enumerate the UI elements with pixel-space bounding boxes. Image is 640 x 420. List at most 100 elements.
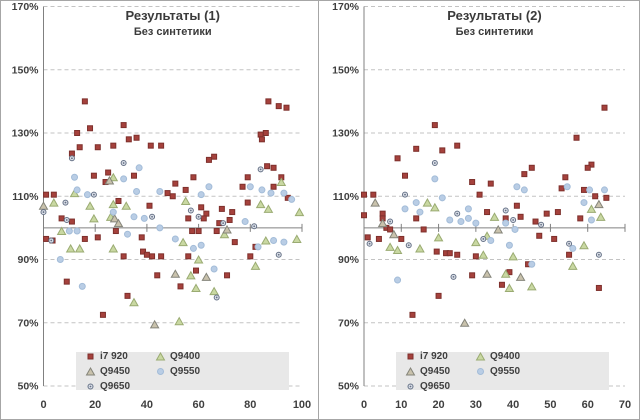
data-point-i7-920 <box>43 191 50 198</box>
legend-2: i7 920 Q9400 Q9450 Q9550 Q9650 <box>396 349 609 392</box>
data-point-i7-920 <box>413 145 420 152</box>
y-tick-label: 50% <box>338 381 360 393</box>
circle-blue-legend-marker-icon <box>157 367 164 375</box>
data-point-q9400 <box>422 198 433 207</box>
data-point-q9400 <box>385 242 395 251</box>
data-point-i7-920 <box>262 130 269 136</box>
legend-item-q9650: Q9650 <box>405 379 475 394</box>
data-point-i7-920 <box>169 193 176 200</box>
data-point-i7-920 <box>387 226 394 233</box>
data-point-i7-920 <box>398 235 405 242</box>
data-point-q9400 <box>433 232 444 242</box>
data-point-i7-920 <box>601 104 608 111</box>
data-point-q9400 <box>291 234 302 243</box>
data-point-i7-920 <box>68 218 75 225</box>
marker-center-dot <box>222 222 225 225</box>
circle-gray-legend-marker-icon <box>407 383 414 389</box>
data-point-i7-920 <box>50 191 57 198</box>
legend-item-q9450: Q9450 <box>405 364 475 379</box>
data-point-i7-920 <box>81 235 88 242</box>
data-point-i7-920 <box>147 142 154 149</box>
data-point-q9450 <box>149 319 160 329</box>
data-point-q9450 <box>201 272 212 281</box>
data-point-i7-920 <box>454 251 461 258</box>
marker-center-dot <box>277 253 280 256</box>
data-point-i7-920 <box>87 125 94 132</box>
data-point-q9400 <box>595 212 606 221</box>
data-point-q9550 <box>511 225 519 233</box>
data-point-q9550 <box>528 260 536 268</box>
triangle-green-legend-marker-icon <box>155 351 166 361</box>
chart-panel-1: Результаты (1) Без синтетики 170% 150% 130… <box>1 1 319 419</box>
data-point-q9400 <box>48 198 59 207</box>
marker-center-dot <box>504 209 507 212</box>
data-point-i7-920 <box>375 235 382 242</box>
data-point-i7-920 <box>149 253 156 260</box>
data-point-q9400 <box>56 226 67 236</box>
data-point-i7-920 <box>595 284 602 291</box>
y-tick-label: 110% <box>12 191 39 203</box>
data-point-q9550 <box>120 175 128 183</box>
data-point-i7-920 <box>185 215 192 222</box>
data-point-i7-920 <box>543 210 550 217</box>
data-point-q9550 <box>73 227 81 235</box>
data-point-q9550 <box>205 183 213 191</box>
legend-item-label: i7 920 <box>100 350 128 362</box>
data-point-q9400 <box>65 243 76 253</box>
data-point-i7-920 <box>409 311 416 318</box>
data-point-q9400 <box>108 199 119 209</box>
data-point-q9400 <box>478 250 489 259</box>
y-tick-label: 70% <box>17 317 39 329</box>
data-point-i7-920 <box>124 292 131 299</box>
data-point-i7-920 <box>172 180 179 187</box>
marker-center-dot <box>404 193 406 196</box>
square-legend-marker-icon <box>87 353 94 359</box>
legend-item-q9450: Q9450 <box>85 364 155 379</box>
data-point-i7-920 <box>517 213 524 220</box>
data-point-i7-920 <box>454 142 461 149</box>
legend-item-q9650: Q9650 <box>85 379 155 394</box>
data-point-i7-920 <box>94 144 101 151</box>
data-point-i7-920 <box>469 272 476 279</box>
marker-center-dot <box>151 215 153 218</box>
data-point-i7-920 <box>115 197 122 204</box>
x-tick-label: 100 <box>293 399 311 411</box>
legend-item-i7-920: i7 920 <box>405 349 475 364</box>
y-tick-label: 70% <box>338 317 360 329</box>
legend-marker <box>477 367 484 375</box>
data-point-q9550 <box>65 227 73 235</box>
data-point-q9550 <box>431 175 439 183</box>
data-point-q9450 <box>109 213 120 223</box>
marker-center-dot <box>512 219 515 221</box>
data-point-q9400 <box>185 270 196 280</box>
data-point-i7-920 <box>472 253 479 260</box>
y-tick-label: 150% <box>12 64 40 76</box>
data-point-i7-920 <box>154 272 161 279</box>
square-legend-marker-icon <box>407 353 414 359</box>
data-point-i7-920 <box>247 253 254 260</box>
data-point-q9400 <box>263 204 274 213</box>
x-tick-label: 60 <box>192 399 204 411</box>
data-point-i7-920 <box>200 215 207 222</box>
legend-item-label: Q9550 <box>170 365 201 377</box>
data-point-i7-920 <box>105 169 112 176</box>
data-point-q9550 <box>520 186 528 194</box>
data-point-i7-920 <box>125 136 132 143</box>
data-point-q9550 <box>472 219 480 227</box>
legend-item-q9550: Q9550 <box>475 364 545 379</box>
data-point-q9400 <box>526 281 537 291</box>
y-tick-label: 90% <box>17 254 39 266</box>
data-point-q9550 <box>210 265 218 273</box>
data-point-q9550 <box>446 216 454 224</box>
data-point-i7-920 <box>265 98 272 105</box>
x-tick-label: 50 <box>544 399 556 411</box>
data-point-i7-920 <box>584 164 591 171</box>
data-point-q9550 <box>197 241 205 249</box>
legend-marker <box>155 351 166 361</box>
data-point-i7-920 <box>244 174 251 181</box>
data-point-q9550 <box>71 173 79 181</box>
data-point-i7-920 <box>439 147 446 154</box>
data-point-q9400 <box>108 243 119 253</box>
data-point-i7-920 <box>573 134 580 141</box>
chart-title-1: Результаты (1) <box>125 8 220 23</box>
